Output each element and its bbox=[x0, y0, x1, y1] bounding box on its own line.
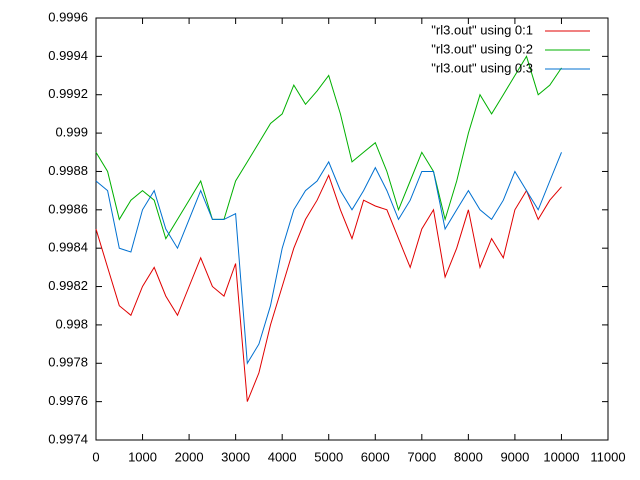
x-tick-label: 2000 bbox=[175, 449, 204, 464]
legend-label: "rl3.out" using 0:3 bbox=[431, 60, 533, 75]
plot-border bbox=[95, 17, 609, 441]
y-tick-label: 0.9986 bbox=[48, 201, 88, 216]
x-tick-label: 6000 bbox=[361, 449, 390, 464]
x-tick-label: 11000 bbox=[590, 449, 625, 464]
x-tick-label: 3000 bbox=[221, 449, 250, 464]
x-tick-label: 5000 bbox=[314, 449, 343, 464]
x-tick-label: 4000 bbox=[268, 449, 297, 464]
x-tick-label: 1000 bbox=[128, 449, 157, 464]
y-tick-label: 0.9996 bbox=[48, 9, 88, 24]
y-tick-label: 0.9994 bbox=[48, 48, 88, 63]
legend-label: "rl3.out" using 0:2 bbox=[431, 41, 533, 56]
data-line bbox=[95, 152, 562, 365]
x-tick-label: 8000 bbox=[454, 449, 483, 464]
y-tick-label: 0.998 bbox=[55, 316, 88, 331]
x-tick-label: 7000 bbox=[407, 449, 436, 464]
y-tick-label: 0.9992 bbox=[48, 86, 88, 101]
y-tick-label: 0.999 bbox=[55, 125, 88, 140]
y-tick-label: 0.9984 bbox=[48, 240, 88, 255]
y-tick-label: 0.9976 bbox=[48, 393, 88, 408]
data-line bbox=[95, 173, 562, 402]
y-tick-label: 0.9978 bbox=[48, 355, 88, 370]
x-tick-label: 10000 bbox=[543, 449, 579, 464]
data-line bbox=[95, 55, 562, 240]
y-tick-label: 0.9974 bbox=[48, 431, 88, 446]
y-tick-label: 0.9982 bbox=[48, 278, 88, 293]
x-tick-label: 9000 bbox=[500, 449, 529, 464]
x-tick-label: 0 bbox=[92, 449, 99, 464]
legend-label: "rl3.out" using 0:1 bbox=[431, 22, 533, 37]
y-tick-label: 0.9988 bbox=[48, 163, 88, 178]
